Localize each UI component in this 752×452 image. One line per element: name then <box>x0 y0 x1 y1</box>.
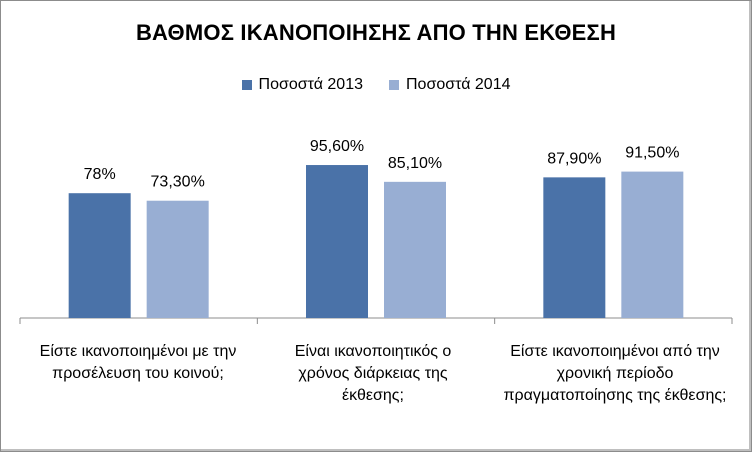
legend: Ποσοστά 2013 Ποσοστά 2014 <box>0 76 752 94</box>
data-label-2014-cat1: 73,30% <box>151 174 205 191</box>
legend-swatch-2013 <box>241 80 252 90</box>
bar-2014-cat2 <box>384 181 446 318</box>
bar-2013-cat1 <box>68 193 131 318</box>
legend-item-2013: Ποσοστά 2013 <box>241 76 363 94</box>
legend-label-2014: Ποσοστά 2014 <box>406 76 511 93</box>
bar-2013-cat3 <box>543 177 606 318</box>
data-label-2013-cat3: 87,90% <box>547 150 601 167</box>
bar-2014-cat1 <box>146 200 209 318</box>
legend-swatch-2014 <box>389 80 399 90</box>
data-label-2014-cat2: 85,10% <box>388 155 442 172</box>
data-label-2014-cat3: 91,50% <box>625 145 679 162</box>
data-label-2013-cat1: 78% <box>84 166 116 183</box>
data-label-2013-cat2: 95,60% <box>310 138 364 155</box>
chart-title: ΒΑΘΜΟΣ ΙΚΑΝΟΠΟΙΗΣΗΣ ΑΠΟ ΤΗΝ ΕΚΘΕΣΗ <box>135 20 617 45</box>
category-label-1: Είστε ικανοποιημένοι με την προσέλευση τ… <box>39 343 237 382</box>
legend-label-2013: Ποσοστά 2013 <box>258 76 363 93</box>
category-label-3: Είστε ικανοποιημένοι από την χρονική περ… <box>503 343 727 404</box>
category-label-2: Είναι ικανοποιητικός ο χρόνος διάρκειας … <box>294 343 452 404</box>
bar-2014-cat3 <box>621 171 684 318</box>
bar-2013-cat2 <box>306 165 368 318</box>
legend-item-2014: Ποσοστά 2014 <box>389 76 510 94</box>
